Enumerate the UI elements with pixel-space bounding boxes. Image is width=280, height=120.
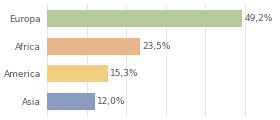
Text: 15,3%: 15,3% bbox=[110, 69, 139, 78]
Bar bbox=[47, 38, 140, 55]
Text: 49,2%: 49,2% bbox=[244, 14, 272, 23]
Bar bbox=[47, 10, 242, 27]
Text: 12,0%: 12,0% bbox=[97, 97, 125, 106]
Text: 23,5%: 23,5% bbox=[143, 42, 171, 51]
Bar bbox=[47, 65, 108, 82]
Bar bbox=[47, 93, 95, 110]
